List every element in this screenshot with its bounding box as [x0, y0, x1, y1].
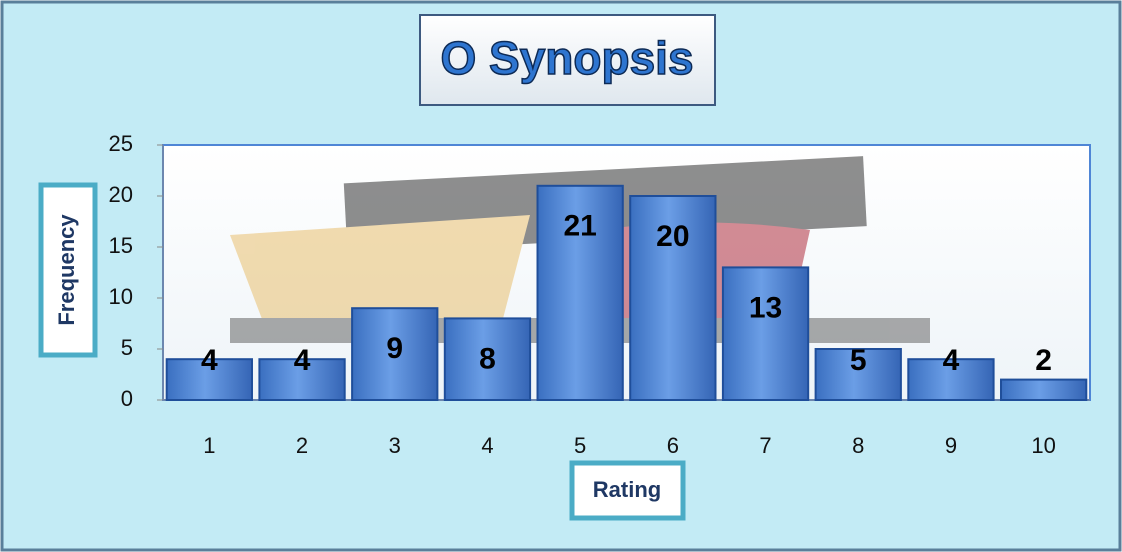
value-label: 2: [1035, 344, 1052, 377]
y-tick-label: 25: [109, 131, 133, 156]
chart-title: O Synopsis: [440, 32, 693, 84]
x-tick-label: 6: [667, 433, 679, 458]
value-label: 21: [563, 210, 596, 243]
x-tick-label: 3: [389, 433, 401, 458]
value-label: 8: [479, 342, 496, 375]
y-tick-label: 20: [109, 182, 133, 207]
bar: [351, 307, 439, 402]
x-tick-label: 4: [481, 433, 493, 458]
bar: [907, 358, 995, 402]
x-tick-label: 7: [759, 433, 771, 458]
x-tick-label: 8: [852, 433, 864, 458]
y-tick-label: 15: [109, 233, 133, 258]
value-label: 4: [294, 344, 311, 377]
y-tick-label: 10: [109, 284, 133, 309]
x-tick-label: 5: [574, 433, 586, 458]
value-label: 4: [201, 344, 218, 377]
x-tick-label: 9: [945, 433, 957, 458]
x-axis-title: Rating: [593, 477, 661, 502]
value-label: 4: [943, 344, 960, 377]
x-title-box: [569, 460, 686, 521]
y-title-box: [38, 182, 98, 358]
y-tick-label: 5: [121, 335, 133, 360]
y-axis-title: Frequency: [54, 214, 79, 326]
value-label: 9: [386, 332, 403, 365]
x-tick-label: 10: [1031, 433, 1055, 458]
bar: [1000, 378, 1088, 402]
title-box: [419, 14, 716, 106]
bar: [629, 195, 717, 401]
bar: [443, 317, 532, 401]
y-tick-label: 0: [121, 386, 133, 411]
bar: [536, 184, 624, 401]
bar: [258, 358, 346, 402]
value-label: 20: [656, 220, 689, 253]
bar: [814, 348, 902, 401]
bar: [165, 358, 253, 402]
bar: [721, 266, 810, 401]
value-label: 13: [749, 291, 782, 324]
x-tick-label: 1: [203, 433, 215, 458]
value-label: 5: [850, 344, 867, 377]
x-tick-label: 2: [296, 433, 308, 458]
